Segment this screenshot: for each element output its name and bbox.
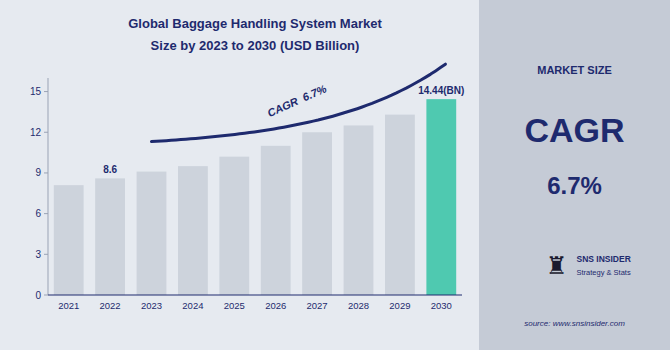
y-tick-label: 3 <box>35 249 41 260</box>
bar <box>344 125 374 295</box>
source: source: www.snsinsider.com <box>524 319 625 328</box>
side-panel <box>479 0 670 350</box>
bar <box>385 115 415 295</box>
panel-heading: MARKET SIZE <box>537 64 612 76</box>
y-tick-label: 0 <box>35 290 41 301</box>
y-tick <box>44 91 48 92</box>
logo-tagline: Strategy & Stats <box>577 268 631 277</box>
x-axis-line <box>48 295 462 296</box>
logo-name: SNS INSIDER <box>577 254 631 264</box>
y-tick-label: 12 <box>30 127 42 138</box>
bar <box>54 185 84 295</box>
data-label: 14.44(BN) <box>418 85 464 96</box>
bar <box>219 157 249 295</box>
bar <box>426 99 456 295</box>
x-tick-label: 2024 <box>182 300 203 311</box>
y-tick-label: 9 <box>35 167 41 178</box>
bar <box>95 178 125 295</box>
x-tick-label: 2023 <box>141 300 162 311</box>
data-label: 8.6 <box>103 164 117 175</box>
bar <box>261 146 291 295</box>
x-tick-label: 2029 <box>389 300 410 311</box>
y-tick <box>44 295 48 296</box>
bar <box>178 166 208 295</box>
bar <box>302 132 332 295</box>
title: Global Baggage Handling System Market <box>128 16 382 31</box>
x-tick-label: 2028 <box>348 300 369 311</box>
x-tick-label: 2027 <box>307 300 328 311</box>
y-tick <box>44 172 48 173</box>
chart: Global Baggage Handling System Market Siz… <box>0 0 670 350</box>
y-tick <box>44 254 48 255</box>
x-tick-label: 2030 <box>431 300 452 311</box>
x-tick-label: 2025 <box>224 300 245 311</box>
bar <box>137 172 167 295</box>
y-tick <box>44 213 48 214</box>
y-axis-line <box>48 78 49 295</box>
x-tick-label: 2021 <box>58 300 79 311</box>
panel-big-text: CAGR <box>524 111 624 149</box>
x-tick-label: 2022 <box>100 300 121 311</box>
y-tick-label: 15 <box>30 86 42 97</box>
bars <box>54 99 456 295</box>
x-tick-label: 2026 <box>265 300 286 311</box>
growth-curve <box>152 64 446 141</box>
subtitle: Size by 2023 to 2030 (USD Billion) <box>151 38 360 53</box>
chart-background <box>0 0 479 350</box>
y-tick <box>44 132 48 133</box>
y-tick-label: 6 <box>35 208 41 219</box>
curve-annotation: CAGR 6.7% <box>265 82 328 119</box>
panel-value: 6.7% <box>547 172 602 199</box>
logo-icon: ♜ <box>546 252 568 280</box>
